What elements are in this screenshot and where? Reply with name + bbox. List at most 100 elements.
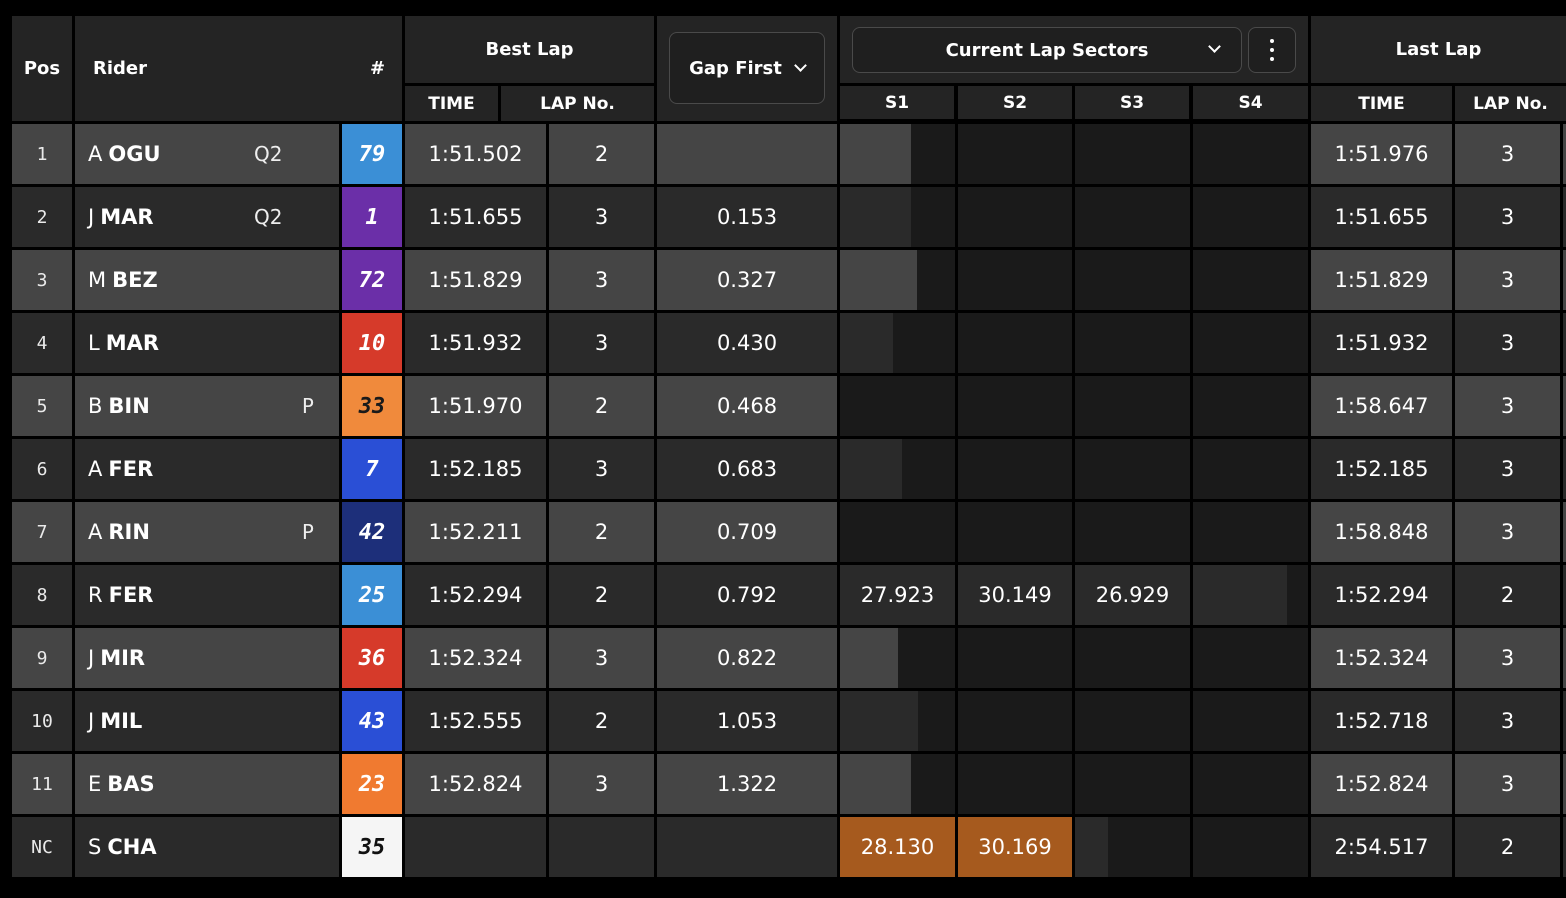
sector-s2-time [958,439,1072,499]
last-lap-number: 3 [1455,439,1560,499]
last-lap-number: 3 [1455,502,1560,562]
sector-s2-cell [958,502,1072,562]
rider-cell[interactable]: E BAS [75,754,339,814]
table-row[interactable]: 2 J MAR Q2 1 1:51.655 3 0.153 1:51.655 3 [0,187,1566,247]
rider-surname: CHA [107,835,157,859]
gap-first-value [657,817,837,877]
row-overflow-cell [1563,124,1566,184]
header-best-lapno[interactable]: LAP No. [501,86,654,121]
rider-cell[interactable]: J MIL [75,691,339,751]
rider-first-initial: S [88,835,102,859]
best-lap-time: 1:51.502 [405,124,546,184]
sector-s3-progress [1075,817,1108,877]
rider-cell[interactable]: A FER [75,439,339,499]
sector-s4-cell [1193,250,1308,310]
sector-s3-time [1075,439,1190,499]
table-row[interactable]: 11 E BAS 23 1:52.824 3 1.322 1:52.824 3 [0,754,1566,814]
sector-s1-progress [840,124,911,184]
rider-cell[interactable]: B BIN P [75,376,339,436]
sector-s4-cell [1193,313,1308,373]
sector-s3-cell [1075,124,1190,184]
sector-s2-time [958,502,1072,562]
sector-s4-cell [1193,565,1308,625]
best-lap-number: 2 [549,124,654,184]
sector-s1-progress [840,565,955,625]
header-s4[interactable]: S4 [1193,86,1308,119]
sector-s1-cell [840,439,955,499]
table-row[interactable]: 8 R FER 25 1:52.294 2 0.792 27.923 30.149 26.929 1… [0,565,1566,625]
sector-s3-time [1075,313,1190,373]
sector-s1-cell [840,250,955,310]
sector-s2-cell: 30.169 [958,817,1072,877]
sector-s3-time [1075,754,1190,814]
last-lap-number: 3 [1455,691,1560,751]
table-row[interactable]: 9 J MIR 36 1:52.324 3 0.822 1:52.324 3 [0,628,1566,688]
row-overflow-cell [1563,250,1566,310]
more-options-button[interactable] [1248,27,1296,73]
rider-surname: MAR [105,331,160,355]
header-rider-label: Rider [93,58,147,79]
table-row[interactable]: 7 A RIN P 42 1:52.211 2 0.709 1:58.848 3 [0,502,1566,562]
rider-cell[interactable]: L MAR [75,313,339,373]
sector-s4-time [1193,502,1308,562]
sector-s4-cell [1193,628,1308,688]
table-row[interactable]: 3 M BEZ 72 1:51.829 3 0.327 1:51.829 3 [0,250,1566,310]
header-s2[interactable]: S2 [958,86,1072,119]
rider-cell[interactable]: S CHA [75,817,339,877]
header-s3[interactable]: S3 [1075,86,1189,119]
gap-first-value [657,124,837,184]
table-row[interactable]: 10 J MIL 43 1:52.555 2 1.053 1:52.718 3 [0,691,1566,751]
rider-first-initial: A [88,142,103,166]
last-lap-number: 2 [1455,565,1560,625]
header-last-lapno[interactable]: LAP No. [1455,86,1566,121]
pit-flag: P [302,394,315,418]
sector-s1-progress [840,250,917,310]
sector-s4-cell [1193,124,1308,184]
pit-flag: P [302,520,315,544]
rider-number-badge: 7 [342,439,402,499]
sector-s2-time [958,187,1072,247]
gap-first-value: 0.468 [657,376,837,436]
rider-cell[interactable]: J MIR [75,628,339,688]
rider-surname: BAS [107,772,155,796]
best-lap-number: 3 [549,439,654,499]
header-best-lap: Best Lap [405,16,654,83]
header-last-time[interactable]: TIME [1311,86,1452,121]
rider-cell[interactable]: A RIN P [75,502,339,562]
table-row[interactable]: 6 A FER 7 1:52.185 3 0.683 1:52.185 3 [0,439,1566,499]
sector-s4-time [1193,187,1308,247]
sector-s4-cell [1193,439,1308,499]
sector-s1-cell [840,691,955,751]
gap-mode-select[interactable]: Gap First [669,32,825,104]
sector-s2-cell [958,250,1072,310]
rider-cell[interactable]: A OGU Q2 [75,124,339,184]
last-lap-number: 3 [1455,250,1560,310]
sector-mode-select[interactable]: Current Lap Sectors [852,27,1242,73]
gap-first-value: 0.709 [657,502,837,562]
sector-s4-cell [1193,817,1308,877]
rider-number-badge: 42 [342,502,402,562]
best-lap-number: 3 [549,313,654,373]
sector-s1-progress [840,817,955,877]
rider-first-initial: R [88,583,103,607]
gap-first-value: 1.322 [657,754,837,814]
table-row[interactable]: 5 B BIN P 33 1:51.970 2 0.468 1:58.647 3 [0,376,1566,436]
sector-s2-time [958,124,1072,184]
sector-s1-progress [840,313,893,373]
rider-cell[interactable]: J MAR Q2 [75,187,339,247]
sector-s1-time [840,313,955,373]
sector-s1-time [840,187,955,247]
rider-cell[interactable]: R FER [75,565,339,625]
header-s1[interactable]: S1 [840,86,954,119]
rider-surname: MIL [100,709,143,733]
table-row[interactable]: NC S CHA 35 28.130 30.169 2:54.517 2 [0,817,1566,877]
rider-cell[interactable]: M BEZ [75,250,339,310]
sector-s2-cell [958,439,1072,499]
header-pos[interactable]: Pos [12,16,72,121]
table-row[interactable]: 1 A OGU Q2 79 1:51.502 2 1:51.976 3 [0,124,1566,184]
sector-s3-cell [1075,313,1190,373]
header-best-time[interactable]: TIME [405,86,498,121]
rider-number-badge: 23 [342,754,402,814]
header-rider[interactable]: Rider # [75,16,402,121]
table-row[interactable]: 4 L MAR 10 1:51.932 3 0.430 1:51.932 3 [0,313,1566,373]
